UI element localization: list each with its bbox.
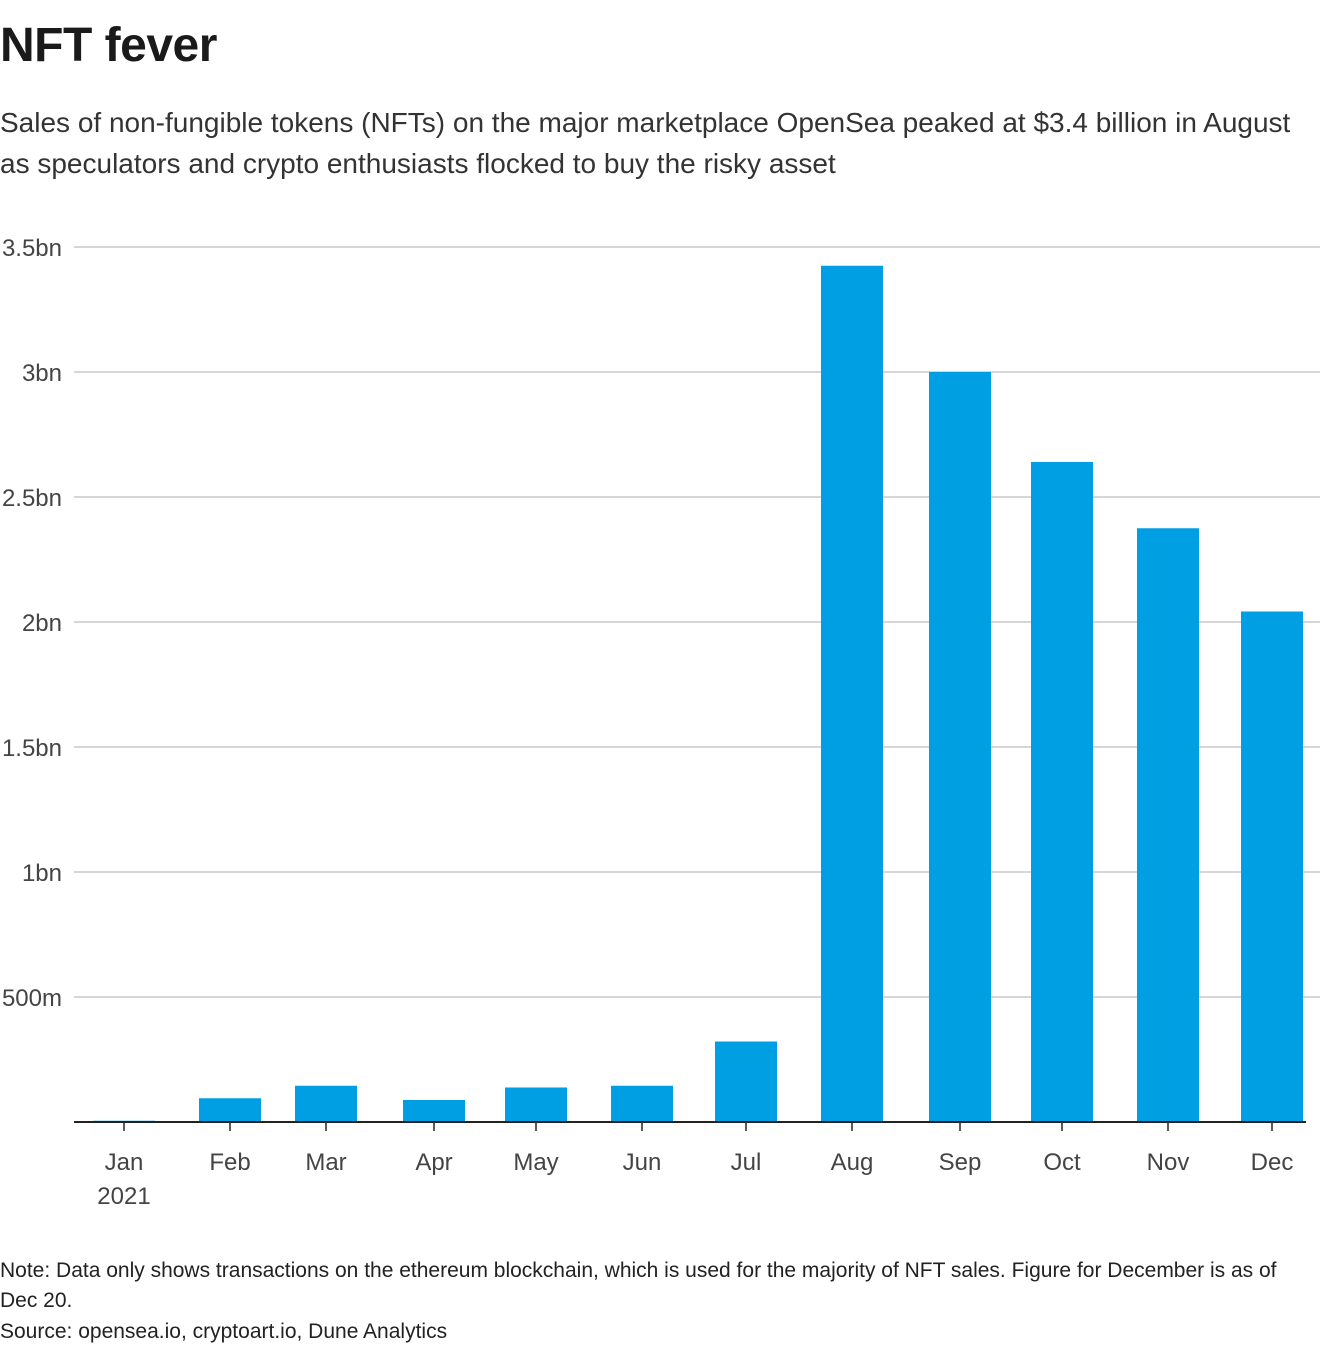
x-tick-label: Jun	[623, 1149, 662, 1176]
x-tick-label: May	[513, 1149, 558, 1176]
chart-title: NFT fever	[0, 19, 217, 72]
y-tick-label: 1bn	[22, 860, 62, 887]
x-tick-label: Jul	[731, 1149, 762, 1176]
bar-oct	[1031, 462, 1093, 1122]
y-tick-label: 500m	[2, 985, 62, 1012]
bar-apr	[403, 1100, 465, 1122]
bar-chart: 500m 1bn 1.5bn 2bn 2.5bn 3bn 3.5bn Jan 2021 Feb M…	[2, 235, 1320, 1210]
x-tick-label: Mar	[305, 1149, 346, 1176]
x-tick-label: Oct	[1043, 1149, 1081, 1176]
x-tick-label: Dec	[1251, 1149, 1294, 1176]
x-tick-label: Apr	[415, 1149, 452, 1176]
y-tick-label: 2.5bn	[2, 485, 62, 512]
bar-aug	[821, 265, 883, 1122]
x-axis-ticks: Jan 2021 Feb Mar Apr May Jun Jul Aug Sep Oct Nov Dec	[97, 1122, 1293, 1210]
y-tick-label: 3bn	[22, 360, 62, 387]
bar-jun	[611, 1085, 673, 1122]
chart-subtitle: Sales of non-fungible tokens (NFTs) on t…	[0, 107, 1291, 179]
bar-feb	[199, 1098, 261, 1122]
bar-dec	[1241, 611, 1303, 1122]
x-tick-label: Jan	[105, 1149, 144, 1176]
y-tick-label: 3.5bn	[2, 235, 62, 262]
x-tick-sublabel: 2021	[97, 1183, 150, 1210]
bar-may	[505, 1087, 567, 1122]
y-tick-label: 1.5bn	[2, 735, 62, 762]
bar-mar	[295, 1085, 357, 1122]
y-axis-ticks: 500m 1bn 1.5bn 2bn 2.5bn 3bn 3.5bn	[2, 235, 62, 1012]
chart-source: Source: opensea.io, cryptoart.io, Dune A…	[0, 1320, 448, 1343]
bar-nov	[1137, 528, 1199, 1122]
bar-sep	[929, 372, 991, 1122]
x-tick-label: Sep	[939, 1149, 982, 1176]
bars	[93, 265, 1303, 1122]
x-tick-label: Aug	[831, 1149, 874, 1176]
y-tick-label: 2bn	[22, 610, 62, 637]
x-tick-label: Nov	[1147, 1149, 1190, 1176]
bar-jul	[715, 1041, 777, 1122]
gridlines	[74, 246, 1320, 998]
chart-note: Note: Data only shows transactions on th…	[0, 1259, 1277, 1312]
x-tick-label: Feb	[209, 1149, 250, 1176]
